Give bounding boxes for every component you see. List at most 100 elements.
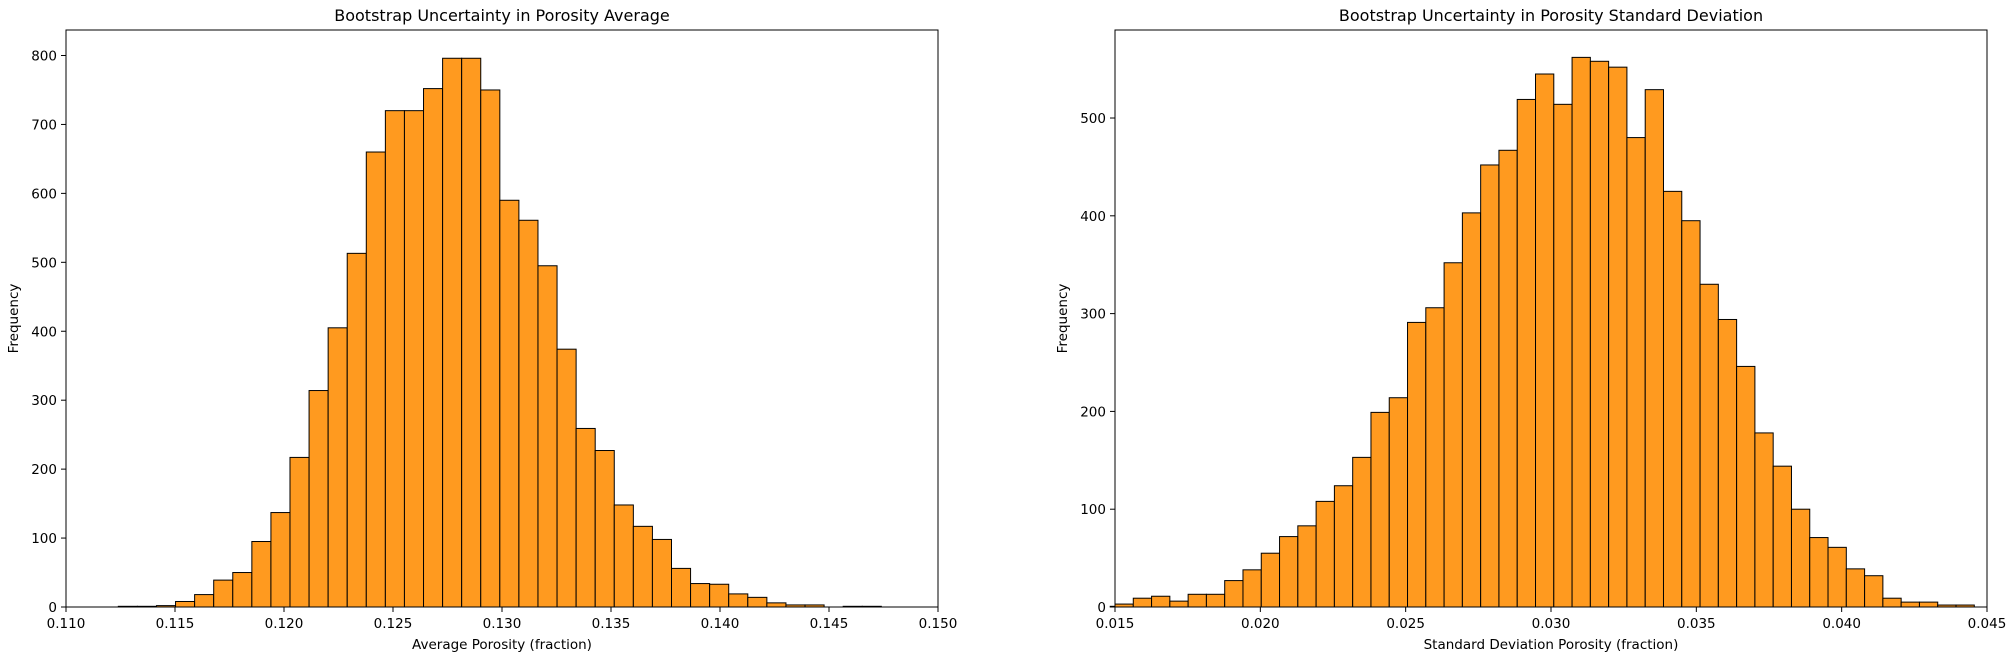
average-porosity-bar [632,525,653,608]
stddev-porosity-bar [1900,601,1920,608]
stddev-porosity-bar [1699,283,1719,608]
average-porosity-x-tick-label: 0.120 [265,616,304,632]
average-porosity-axes-frame [65,29,939,608]
average-porosity-histogram: 0 100 200 300 400 500 600 700 800 0.110 0.115 0.12… [6,6,1149,653]
stddev-porosity-bar [1772,465,1792,608]
stddev-porosity-y-tick-label: 200 [1080,404,1106,420]
average-porosity-y-tick-label: 300 [31,393,57,409]
stddev-porosity-x-tick-label: 0.025 [1386,616,1425,632]
stddev-porosity-x-tick-label: 0.020 [1241,616,1280,632]
stddev-porosity-x-ticks: 0.015 0.020 0.025 0.030 0.035 0.040 0.045 [1096,607,2007,632]
average-porosity-bar [251,541,272,608]
stddev-porosity-x-axis-label: Standard Deviation Porosity (fraction) [1424,637,1679,653]
stddev-porosity-bar [1407,321,1427,608]
average-porosity-bar [480,89,501,608]
average-porosity-chart-title: Bootstrap Uncertainty in Porosity Averag… [334,6,670,25]
average-porosity-bar [499,199,520,608]
stddev-porosity-x-tick-label: 0.040 [1822,616,1861,632]
stddev-porosity-x-tick-label: 0.045 [1968,616,2007,632]
average-porosity-x-tick-label: 0.150 [919,616,958,632]
average-porosity-bar [232,572,253,608]
average-porosity-x-tick-label: 0.135 [592,616,631,632]
stddev-porosity-x-tick-label: 0.030 [1532,616,1571,632]
stddev-porosity-bar [1333,485,1354,608]
stddev-porosity-y-axis-label: Frequency [1055,284,1071,354]
stddev-porosity-bar [1553,103,1573,608]
average-porosity-bar [518,219,539,608]
stddev-porosity-bar [1370,411,1390,608]
average-porosity-bar [423,88,444,608]
stddev-porosity-bar [1608,66,1628,608]
average-porosity-bar [651,538,672,608]
stddev-porosity-bar [1425,307,1445,608]
average-porosity-bar [194,594,215,608]
average-porosity-bar [747,596,768,608]
average-porosity-x-tick-label: 0.115 [156,616,195,632]
stddev-porosity-bars [1114,56,1975,608]
stddev-porosity-bar [1535,73,1555,608]
average-porosity-bar [384,110,405,608]
stddev-porosity-bar [1480,164,1500,608]
stddev-porosity-bar [1644,89,1664,608]
average-porosity-bar [270,512,291,608]
stddev-porosity-x-tick-label: 0.035 [1677,616,1716,632]
average-porosity-bar [709,583,730,608]
average-porosity-bar [613,504,634,608]
stddev-porosity-y-tick-label: 400 [1080,209,1106,225]
stddev-porosity-bar [1151,595,1171,608]
average-porosity-bar [461,57,482,608]
stddev-porosity-y-tick-label: 300 [1080,307,1106,323]
stddev-porosity-bar [1882,597,1902,608]
average-porosity-y-tick-label: 700 [31,117,57,133]
average-porosity-y-tick-label: 600 [31,186,57,202]
stddev-porosity-bar [1790,508,1811,608]
stddev-porosity-bar [1224,580,1244,608]
average-porosity-y-tick-label: 100 [31,531,57,547]
stddev-porosity-x-tick-label: 0.015 [1096,616,1135,632]
stddev-porosity-y-tick-label: 100 [1080,502,1106,518]
stddev-porosity-bar [1443,262,1463,608]
stddev-porosity-bar [1589,60,1610,608]
stddev-porosity-bar [1571,56,1591,608]
stddev-porosity-bar [1279,536,1299,608]
average-porosity-bar [671,567,692,608]
stddev-porosity-bar [1736,365,1756,608]
stddev-porosity-bar [1352,456,1372,608]
average-porosity-bar [213,579,234,608]
stddev-porosity-bar [1132,597,1153,608]
stddev-porosity-bar [1297,525,1317,608]
stddev-porosity-bar [1205,593,1226,608]
average-porosity-y-axis-label: Frequency [6,284,22,354]
average-porosity-x-tick-label: 0.140 [701,616,740,632]
stddev-porosity-bar [1626,137,1646,608]
average-porosity-bar [403,110,425,608]
stddev-porosity-bar [1717,318,1738,608]
average-porosity-x-tick-label: 0.130 [483,616,522,632]
stddev-porosity-chart-title: Bootstrap Uncertainty in Porosity Standa… [1339,6,1763,25]
average-porosity-x-axis-label: Average Porosity (fraction) [412,637,592,653]
average-porosity-bar [556,348,577,608]
stddev-porosity-bar [1461,212,1482,608]
stddev-porosity-bar [1662,190,1683,608]
stddev-porosity-y-ticks: 0 100 200 300 400 500 [1080,111,1115,616]
average-porosity-y-tick-label: 500 [31,255,57,271]
stddev-porosity-bar [1242,569,1262,608]
average-porosity-bar [575,427,596,608]
stddev-porosity-y-tick-label: 0 [1097,600,1106,616]
stddev-porosity-bar [1169,600,1189,608]
average-porosity-x-tick-label: 0.145 [810,616,849,632]
stddev-porosity-bar [1260,552,1281,608]
average-porosity-x-tick-label: 0.110 [47,616,86,632]
average-porosity-bar [327,327,348,608]
average-porosity-bar [766,602,787,608]
stddev-porosity-y-tick-label: 500 [1080,111,1106,127]
average-porosity-y-ticks: 0 100 200 300 400 500 600 700 800 [31,49,66,616]
average-porosity-bar [289,456,310,608]
average-porosity-bar [537,265,558,608]
average-porosity-bar [728,593,749,608]
stddev-porosity-bar [1827,546,1847,608]
average-porosity-x-tick-label: 0.125 [374,616,413,632]
stddev-porosity-bar [1681,220,1701,608]
